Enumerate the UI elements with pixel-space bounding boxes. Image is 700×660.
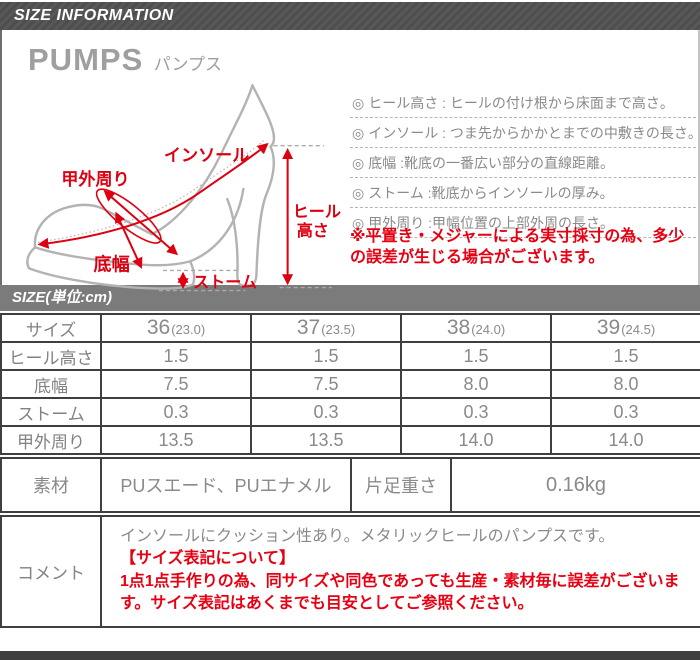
table-row-heel-height: ヒール高さ 1.5 1.5 1.5 1.5 (0, 341, 700, 371)
value-cell: 13.5 (250, 425, 402, 455)
table-row-comment: コメント インソールにクッション性あり。メタリックヒールのパンプスです。 【サイ… (0, 515, 700, 628)
sole-width-label: 底幅 (94, 253, 130, 274)
table-row-sizes: サイズ 36(23.0) 37(23.5) 38(24.0) 39(24.5) (0, 313, 700, 343)
definition-sole-width: ◎ 底幅 :靴底の一番広い部分の直線距離。 (350, 148, 696, 178)
row-header-weight: 片足重さ (350, 457, 452, 513)
definition-text: 底幅 :靴底の一番広い部分の直線距離。 (368, 155, 614, 171)
sole-width-arrow (115, 211, 143, 269)
heel-height-label-line2: 高さ (297, 221, 329, 240)
row-header: ストーム (0, 397, 102, 427)
heel-height-label-line1: ヒール (293, 203, 341, 221)
size-cell: 36(23.0) (100, 313, 252, 343)
size-number: 36 (146, 316, 171, 339)
insole-label: インソール (164, 146, 249, 165)
definition-text: インソール : つま先からかかとまでの中敷きの長さ。 (368, 125, 700, 141)
size-cm: (24.0) (471, 322, 506, 337)
table-row-material: 素材 PUスエード、PUエナメル 片足重さ 0.16kg (0, 457, 700, 513)
size-number: 38 (446, 316, 471, 339)
measurement-definitions-list: ◎ ヒール高さ : ヒールの付け根から床面まで高さ。 ◎ インソール : つま先から… (350, 88, 700, 238)
value-cell: 8.0 (550, 369, 700, 399)
size-unit-label: SIZE(単位:cm) (12, 289, 113, 306)
insole-arrow (37, 142, 269, 249)
definition-text: 甲外周り :甲幅位置の上部外周の長さ。 (368, 215, 614, 231)
comment-size-note-body: 1点1点手作りの為、同サイズや同色であっても生産・素材毎に誤差がございます。サイ… (120, 572, 680, 613)
value-cell: 0.3 (550, 397, 700, 427)
dashed-guide-lines (158, 145, 332, 292)
value-cell: 8.0 (400, 369, 552, 399)
measurement-info-section: PUMPS パンプス (0, 30, 700, 292)
comment-table: コメント インソールにクッション性あり。メタリックヒールのパンプスです。 【サイ… (0, 515, 700, 628)
section-title: SIZE INFORMATION (14, 7, 174, 24)
definition-instep-girth: ◎ 甲外周り :甲幅位置の上部外周の長さ。 (350, 208, 696, 238)
size-cm: (24.5) (621, 322, 656, 337)
row-header: 甲外周り (0, 425, 102, 455)
row-header-size: サイズ (0, 313, 102, 343)
bottom-border-bar (0, 651, 700, 660)
section-header-bar: SIZE INFORMATION (0, 2, 700, 30)
row-header: 底幅 (0, 369, 102, 399)
double-circle-icon: ◎ (352, 215, 365, 231)
size-number: 37 (296, 316, 321, 339)
value-cell: 1.5 (550, 341, 700, 371)
size-cm: (23.0) (171, 322, 206, 337)
double-circle-icon: ◎ (352, 125, 365, 141)
table-row-storm: ストーム 0.3 0.3 0.3 0.3 (0, 397, 700, 427)
material-table: 素材 PUスエード、PUエナメル 片足重さ 0.16kg (0, 457, 700, 513)
material-value: PUスエード、PUエナメル (100, 457, 352, 513)
definition-text: ストーム :靴底からインソールの厚み。 (368, 185, 614, 201)
product-name-jp: パンプス (153, 55, 223, 74)
value-cell: 7.5 (250, 369, 402, 399)
row-header-material: 素材 (0, 457, 102, 513)
size-cm: (23.5) (321, 322, 356, 337)
size-cell: 38(24.0) (400, 313, 552, 343)
definition-storm: ◎ ストーム :靴底からインソールの厚み。 (350, 178, 696, 208)
value-cell: 14.0 (550, 425, 700, 455)
comment-content: インソールにクッション性あり。メタリックヒールのパンプスです。 【サイズ表記につ… (100, 515, 700, 628)
size-cell: 39(24.5) (550, 313, 700, 343)
value-cell: 0.3 (400, 397, 552, 427)
size-unit-bar: SIZE(単位:cm) (0, 285, 700, 311)
double-circle-icon: ◎ (352, 155, 365, 171)
row-header: ヒール高さ (0, 341, 102, 371)
value-cell: 7.5 (100, 369, 252, 399)
double-circle-icon: ◎ (352, 95, 365, 111)
measurement-arrows (37, 142, 294, 290)
definition-text: ヒール高さ : ヒールの付け根から床面まで高さ。 (368, 95, 674, 111)
size-number: 39 (596, 316, 621, 339)
value-cell: 0.3 (250, 397, 402, 427)
product-heading: PUMPS パンプス (28, 42, 222, 78)
comment-size-note-title: 【サイズ表記について】 (120, 550, 296, 568)
value-cell: 14.0 (400, 425, 552, 455)
definition-heel-height: ◎ ヒール高さ : ヒールの付け根から床面まで高さ。 (350, 88, 696, 118)
table-row-sole-width: 底幅 7.5 7.5 8.0 8.0 (0, 369, 700, 399)
diagram-labels: インソール 甲外周り 底幅 ストーム ヒール 高さ (61, 146, 341, 292)
value-cell: 1.5 (400, 341, 552, 371)
comment-description: インソールにクッション性あり。メタリックヒールのパンプスです。 (120, 528, 615, 545)
instep-girth-arrow (103, 190, 179, 256)
pump-shoe-illustration: インソール 甲外周り 底幅 ストーム ヒール 高さ (26, 84, 341, 292)
value-cell: 13.5 (100, 425, 252, 455)
value-cell: 0.3 (100, 397, 252, 427)
value-cell: 1.5 (250, 341, 402, 371)
storm-label: ストーム (193, 274, 257, 292)
double-circle-icon: ◎ (352, 185, 365, 201)
shoe-measurement-diagram: インソール 甲外周り 底幅 ストーム ヒール 高さ (6, 80, 350, 310)
value-cell: 1.5 (100, 341, 252, 371)
measurement-disclaimer: ※平置き・メジャーによる実寸採寸の為、多少の誤差が生じる場合がございます。 (350, 228, 685, 266)
size-chart-table: サイズ 36(23.0) 37(23.5) 38(24.0) 39(24.5) … (0, 313, 700, 455)
weight-value: 0.16kg (450, 457, 700, 513)
size-cell: 37(23.5) (250, 313, 402, 343)
row-header-comment: コメント (0, 515, 102, 628)
definition-insole: ◎ インソール : つま先からかかとまでの中敷きの長さ。 (350, 118, 700, 148)
product-name-en: PUMPS (28, 42, 144, 77)
table-row-instep-girth: 甲外周り 13.5 13.5 14.0 14.0 (0, 425, 700, 455)
instep-girth-label: 甲外周り (61, 169, 129, 189)
